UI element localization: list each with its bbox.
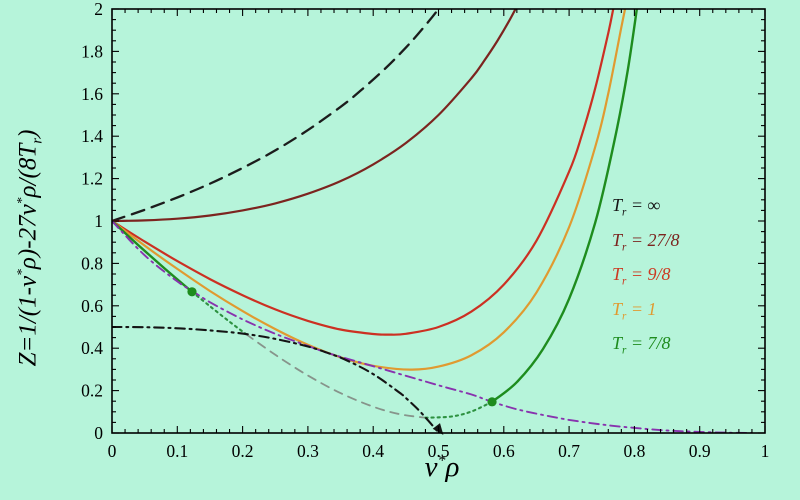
- legend-row-Tr-inf: Tr = ∞: [612, 195, 661, 219]
- isotherm-Tr-1: [112, 9, 627, 371]
- x-tick-label: 0.8: [623, 441, 645, 461]
- x-tick-label: 0.5: [428, 441, 450, 461]
- y-tick-label: 2: [94, 0, 103, 19]
- isotherm-Tr-7-8-vapor-solid: [112, 219, 194, 293]
- y-tick-label: 0.2: [81, 381, 103, 401]
- legend-row-Tr-1: Tr = 1: [612, 298, 657, 323]
- legend-row-Tr-7-8: Tr = 7/8: [612, 333, 671, 357]
- isotherm-Tr-7-8-liquid-dotted: [424, 400, 494, 419]
- x-axis-label: v*ρ: [424, 451, 460, 483]
- tick-labels: 0 0.1 0.2 0.3 0.4 0.5 0.6 0.7 0.8 0.9 1 0 0.2 0.4 0.6 0…: [81, 0, 769, 461]
- x-tick-label: 1: [761, 441, 770, 461]
- y-tick-label: 1: [94, 211, 103, 231]
- x-tick-label: 0.7: [558, 441, 580, 461]
- coexistence-point-marker-1: [187, 287, 197, 297]
- x-tick-label: 0.1: [166, 441, 188, 461]
- x-tick-label: 0.9: [689, 441, 711, 461]
- curves-group: [112, 9, 753, 433]
- isotherm-Tr-9-8: [112, 9, 615, 336]
- plot-frame: [111, 8, 766, 434]
- isotherm-Tr-7-8-vapor-dotted: [190, 290, 247, 336]
- y-axis-label: Z=1/(1-v*ρ)-27v*ρ/(8Tr): [14, 129, 46, 367]
- coexistence-curve-purple-dashdot: [112, 220, 753, 433]
- legend-row-Tr-27-8: Tr = 27/8: [612, 229, 680, 254]
- y-tick-label: 0: [94, 423, 103, 443]
- coexistence-point-marker-2: [487, 397, 497, 407]
- legend: Tr = ∞ Tr = 27/8 Tr = 9/8 Tr = 1 Tr = 7/…: [612, 192, 680, 365]
- y-tick-label: 1.8: [81, 41, 103, 61]
- y-tick-label: 0.4: [81, 338, 103, 358]
- isotherm-Tr-7-8-unstable-graydash: [245, 333, 427, 419]
- isotherm-Tr-inf: [112, 9, 440, 223]
- x-tick-label: 0.6: [493, 441, 515, 461]
- isotherm-Tr-27-8: [112, 9, 517, 223]
- y-tick-label: 1.2: [81, 169, 103, 189]
- x-tick-label: 0: [108, 441, 117, 461]
- y-tick-label: 0.8: [81, 253, 103, 273]
- x-tick-label: 0.4: [362, 441, 384, 461]
- legend-row-Tr-9-8: Tr = 9/8: [612, 264, 671, 288]
- y-tick-label: 1.6: [81, 84, 103, 104]
- spinodal-curve-black-dashdot: [112, 325, 441, 433]
- isotherm-Tr-7-8-liquid-solid: [490, 9, 639, 403]
- x-tick-label: 0.3: [297, 441, 319, 461]
- y-tick-label: 1.4: [81, 126, 103, 146]
- x-tick-label: 0.2: [232, 441, 254, 461]
- y-tick-label: 0.6: [81, 296, 103, 316]
